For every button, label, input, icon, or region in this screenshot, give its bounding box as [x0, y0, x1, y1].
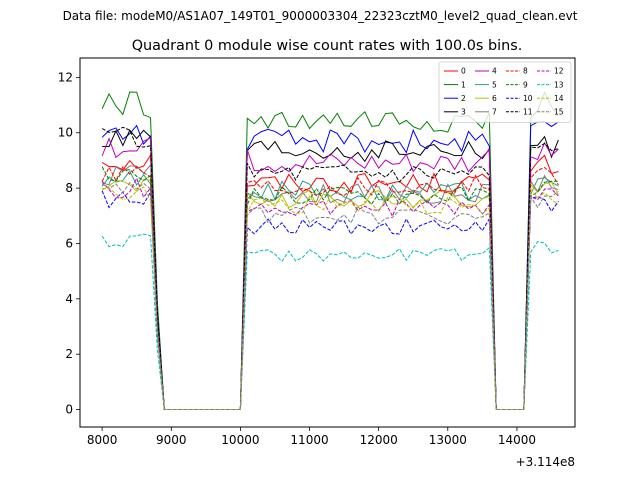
x-tick-label: 14000: [498, 433, 536, 447]
legend-label-9: 9: [523, 80, 528, 89]
x-tick-label: 10000: [221, 433, 259, 447]
plot-frame: [79, 57, 576, 428]
x-tick-label: 12000: [360, 433, 398, 447]
y-tick-label: 0: [65, 403, 73, 417]
x-tick-label: 13000: [429, 433, 467, 447]
figure-suptitle: Data file: modeM0/AS1A07_149T01_90000033…: [63, 9, 578, 23]
x-offset-label: +3.114e8: [516, 455, 575, 469]
legend-label-3: 3: [461, 108, 466, 117]
legend-label-5: 5: [492, 80, 497, 89]
legend-label-8: 8: [523, 67, 528, 76]
legend-label-6: 6: [492, 94, 497, 103]
series-layer: [101, 91, 559, 411]
series-line-15: [101, 181, 559, 411]
x-tick-label: 8000: [87, 433, 118, 447]
legend-label-14: 14: [554, 94, 564, 103]
chart-title: Quadrant 0 module wise count rates with …: [132, 38, 523, 54]
legend-label-7: 7: [492, 108, 497, 117]
x-tick-label: 11000: [290, 433, 328, 447]
legend-label-1: 1: [461, 80, 466, 89]
legend-label-11: 11: [523, 108, 533, 117]
y-tick-label: 6: [65, 236, 73, 250]
legend-label-15: 15: [554, 108, 564, 117]
legend-label-0: 0: [461, 67, 466, 76]
x-tick-label: 9000: [156, 433, 187, 447]
y-tick-label: 2: [65, 347, 73, 361]
y-tick-label: 10: [58, 126, 73, 140]
y-tick-label: 8: [65, 181, 73, 195]
series-line-13: [101, 233, 559, 411]
legend-label-10: 10: [523, 94, 533, 103]
legend-label-12: 12: [554, 67, 564, 76]
legend-label-2: 2: [461, 94, 466, 103]
series-line-14: [102, 186, 559, 411]
x-axis: 8000 9000 10000 11000 12000 13000 14000: [87, 427, 536, 447]
y-tick-label: 4: [65, 292, 73, 306]
legend-box: [438, 61, 572, 123]
y-axis: 0 2 4 6 8 10 12: [58, 70, 80, 417]
y-tick-label: 12: [58, 70, 73, 84]
legend-label-13: 13: [554, 80, 564, 89]
legend-label-4: 4: [492, 67, 497, 76]
